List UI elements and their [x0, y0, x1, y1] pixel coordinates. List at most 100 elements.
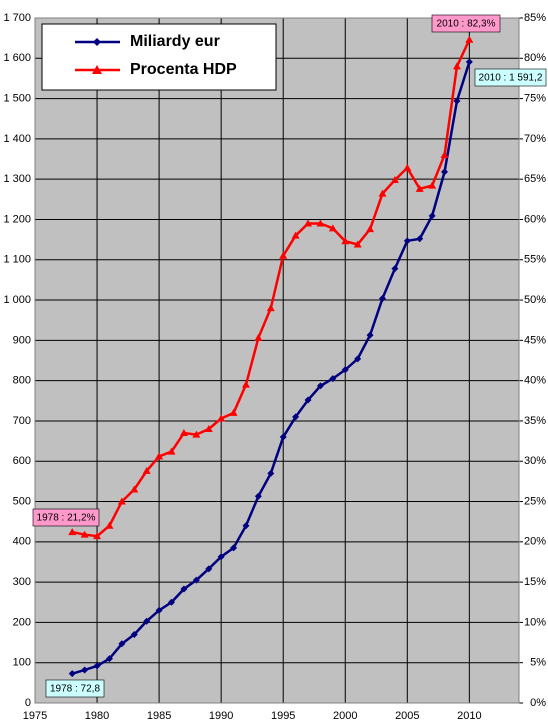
- point-marker: [440, 151, 449, 158]
- point-marker: [117, 497, 126, 505]
- y2-tick-label: 20%: [524, 536, 546, 548]
- point-marker: [266, 304, 275, 312]
- y2-tick-label: 70%: [524, 133, 546, 145]
- point-marker: [192, 430, 201, 438]
- point-marker: [415, 184, 424, 192]
- point-marker: [341, 366, 349, 374]
- y-tick-label: 300: [13, 576, 31, 588]
- point-marker: [130, 485, 139, 493]
- point-marker: [254, 333, 263, 341]
- point-marker: [366, 225, 375, 233]
- point-marker: [452, 62, 461, 70]
- y2-tick-label: 0%: [530, 697, 546, 709]
- point-marker: [353, 240, 362, 248]
- point-marker: [118, 640, 126, 648]
- point-marker: [179, 429, 188, 437]
- point-marker: [229, 408, 238, 416]
- y2-tick-label: 5%: [530, 657, 546, 669]
- y-tick-label: 400: [13, 536, 31, 548]
- point-marker: [180, 585, 188, 593]
- x-tick-label: 2010: [457, 710, 481, 722]
- point-marker: [192, 576, 200, 584]
- point-marker: [304, 396, 312, 404]
- legend-box: [41, 23, 277, 91]
- point-marker: [366, 331, 374, 339]
- plot-border: [34, 17, 520, 704]
- point-marker: [354, 355, 362, 363]
- y-tick-label: 1 400: [3, 133, 31, 145]
- y2-tick-label: 60%: [524, 213, 546, 225]
- point-marker: [93, 532, 102, 540]
- point-marker: [155, 452, 164, 460]
- point-marker: [93, 662, 101, 670]
- x-tick-label: 1995: [271, 710, 295, 722]
- y-tick-label: 800: [13, 375, 31, 387]
- x-tick-label: 2005: [395, 710, 419, 722]
- point-marker: [81, 666, 89, 674]
- y-tick-label: 200: [13, 616, 31, 628]
- y-tick-label: 1 500: [3, 92, 31, 104]
- point-marker: [105, 655, 113, 663]
- point-marker: [279, 251, 288, 259]
- point-marker: [304, 219, 313, 227]
- y2-tick-label: 25%: [524, 495, 546, 507]
- point-marker: [428, 212, 436, 220]
- point-marker: [403, 237, 411, 245]
- y-tick-label: 600: [13, 455, 31, 467]
- y2-tick-label: 50%: [524, 294, 546, 306]
- annotation: 1978 : 72,8: [50, 684, 100, 695]
- y-tick-label: 1 600: [3, 52, 31, 64]
- y2-tick-label: 10%: [524, 616, 546, 628]
- annotation: 2010 : 82,3%: [437, 19, 496, 30]
- legend-marker: [92, 65, 102, 74]
- y2-tick-label: 55%: [524, 254, 546, 266]
- point-marker: [205, 565, 213, 573]
- y2-tick-label: 80%: [524, 52, 546, 64]
- y-tick-label: 0: [25, 697, 31, 709]
- y-tick-label: 1 200: [3, 213, 31, 225]
- point-marker: [279, 433, 287, 441]
- point-marker: [316, 382, 324, 390]
- point-marker: [68, 670, 76, 678]
- point-marker: [80, 530, 89, 538]
- annotation-box: [474, 68, 547, 87]
- y-tick-label: 100: [13, 657, 31, 669]
- point-marker: [217, 414, 226, 422]
- point-marker: [217, 553, 225, 561]
- point-marker: [292, 413, 300, 421]
- point-marker: [204, 425, 213, 432]
- point-marker: [341, 237, 350, 245]
- point-marker: [328, 224, 337, 232]
- plot-area: [34, 17, 520, 704]
- point-marker: [267, 469, 275, 477]
- point-marker: [143, 617, 151, 625]
- point-marker: [465, 35, 474, 43]
- legend-marker: [93, 38, 101, 46]
- x-tick-label: 1990: [209, 710, 233, 722]
- point-marker: [378, 294, 386, 302]
- annotation-box: [431, 14, 501, 33]
- x-tick-label: 1980: [85, 710, 109, 722]
- y-tick-label: 1 700: [3, 12, 31, 24]
- y-tick-label: 700: [13, 415, 31, 427]
- point-marker: [168, 598, 176, 606]
- annotation: 2010 : 1 591,2: [479, 73, 543, 84]
- y-tick-label: 1 100: [3, 254, 31, 266]
- point-marker: [242, 522, 250, 530]
- point-marker: [390, 175, 399, 183]
- y2-tick-label: 75%: [524, 92, 546, 104]
- point-marker: [453, 97, 461, 105]
- y2-tick-label: 15%: [524, 576, 546, 588]
- point-marker: [130, 631, 138, 638]
- annotation-box: [45, 679, 105, 698]
- y2-tick-label: 85%: [524, 12, 546, 24]
- point-marker: [254, 492, 262, 500]
- legend-label: Miliardy eur: [130, 33, 220, 50]
- point-marker: [241, 380, 250, 388]
- x-tick-label: 1985: [147, 710, 171, 722]
- annotation: 1978 : 21,2%: [37, 513, 96, 524]
- y2-tick-label: 30%: [524, 455, 546, 467]
- y-tick-label: 1 300: [3, 173, 31, 185]
- point-marker: [441, 168, 449, 176]
- y-tick-label: 1 000: [3, 294, 31, 306]
